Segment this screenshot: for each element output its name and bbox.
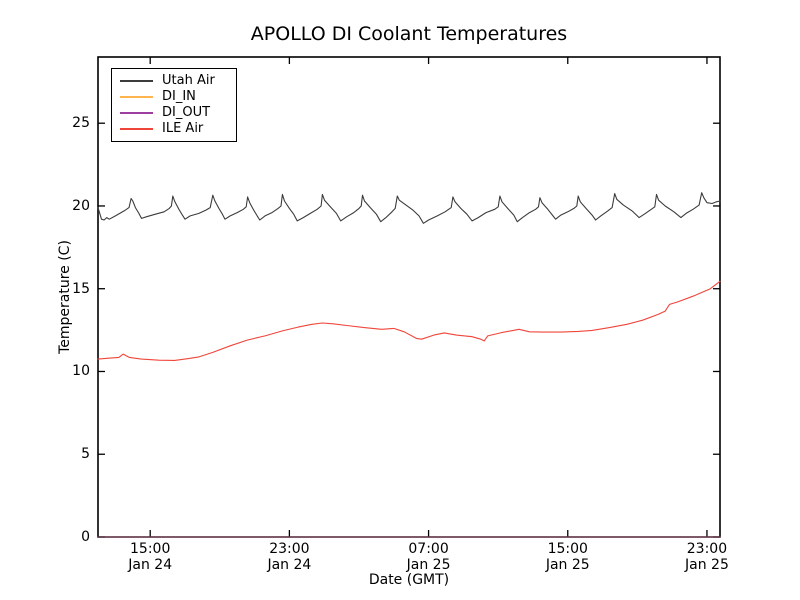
x-tick-time: 15:00 [547,541,588,557]
legend-line-di-out-icon [120,112,153,114]
legend-entry-utah-air: Utah Air [120,73,230,89]
x-tick-label: 15:00 Jan 24 [110,541,190,573]
legend-line-utah-air-icon [120,80,153,82]
y-tick-label: 25 [72,115,90,132]
chart-title: APOLLO DI Coolant Temperatures [250,23,568,45]
legend-label-di-out: DI_OUT [162,105,211,120]
series-utah-air-line [97,192,721,224]
x-tick-time: 23:00 [269,541,310,557]
legend-line-di-in-icon [120,96,153,98]
x-tick-label: 07:00 Jan 25 [389,541,469,573]
legend-label-utah-air: Utah Air [162,73,215,88]
y-tick-label: 5 [81,446,90,463]
x-tick-date: Jan 25 [545,557,590,573]
x-tick-date: Jan 24 [267,557,312,573]
legend-entry-ile-air: ILE Air [120,121,230,137]
legend-label-ile-air: ILE Air [162,121,204,136]
x-tick-label: 15:00 Jan 25 [528,541,608,573]
y-tick-label: 10 [72,363,90,380]
x-tick-time: 23:00 [686,541,728,557]
y-tick-label: 20 [72,197,90,214]
legend-line-ile-air-icon [120,128,153,130]
y-tick-label: 15 [72,280,90,297]
series-ile-air-line [97,280,721,361]
x-tick-label: 23:00 Jan 24 [249,541,329,573]
legend-label-di-in: DI_IN [162,89,196,104]
legend-entry-di-out: DI_OUT [120,105,230,121]
x-tick-date: Jan 25 [685,557,729,573]
x-tick-date: Jan 25 [406,557,451,573]
y-tick-label: 0 [81,529,90,545]
x-tick-date: Jan 24 [128,557,173,573]
legend: Utah Air DI_IN DI_OUT ILE Air [111,68,237,142]
x-axis-label: Date (GMT) [368,572,450,588]
x-tick-time: 07:00 [408,541,449,557]
x-tick-label: 23:00 Jan 25 [667,541,747,573]
legend-entry-di-in: DI_IN [120,89,230,105]
x-tick-time: 15:00 [130,541,171,557]
